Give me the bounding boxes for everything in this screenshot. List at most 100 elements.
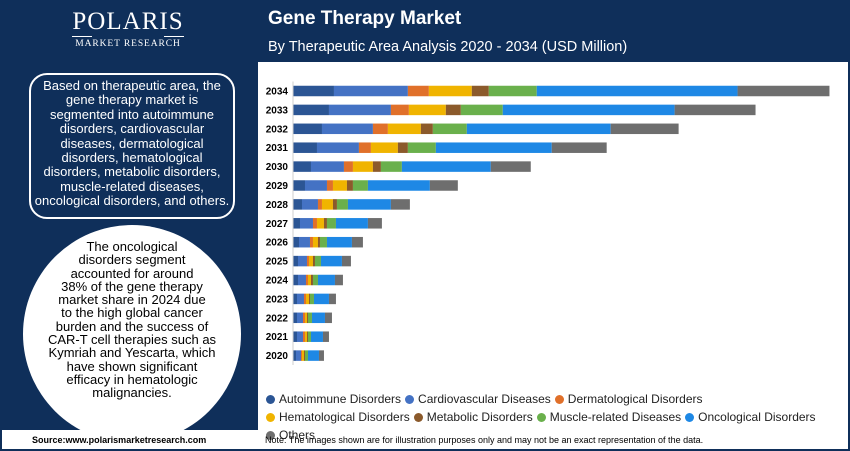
legend-swatch-autoimmune-disorders [266,395,275,404]
legend-swatch-others [266,431,275,440]
bar-segment-hematological-disorders-2030 [352,161,373,172]
legend-swatch-muscle-related-diseases [536,413,546,422]
bar-segment-hematological-disorders-2022 [304,312,307,324]
bar-segment-autoimmune-disorders-2027 [293,218,300,229]
bar-segment-hematological-disorders-2032 [387,123,421,135]
bar-segment-muscle-related-diseases-2031 [407,142,436,153]
bar-segment-metabolic-disorders-2025 [312,255,315,267]
legend-item-dermatological-disorders: Dermatological Disorders [554,391,703,408]
bar-segment-others-2020 [318,350,324,361]
legend-item-others: Others [266,427,315,444]
bar-segment-oncological-disorders-2030 [401,161,491,172]
disclaimer-note: Note: The images shown are for illustrat… [265,435,704,445]
bar-segment-others-2030 [490,161,531,172]
chart-subtitle: By Therapeutic Area Analysis 2020 - 2034… [268,39,628,55]
bar-segment-oncological-disorders-2031 [435,142,552,153]
bar-segment-others-2021 [322,331,329,342]
bar-segment-hematological-disorders-2026 [312,236,318,248]
legend-swatch-oncological-disorders [685,413,695,422]
legend-label-dermatological-disorders: Dermatological Disorders [567,392,703,406]
bar-segment-cardiovascular-diseases-2025 [297,255,307,267]
bar-segment-dermatological-disorders-2027 [312,218,317,229]
bar-segment-hematological-disorders-2031 [370,142,398,153]
legend-label-muscle-related-diseases: Muscle-related Diseases [549,410,682,424]
bar-segment-dermatological-disorders-2022 [302,312,305,324]
y-tick-label-2025: 2025 [266,257,289,268]
y-tick-label-2031: 2031 [266,143,289,154]
bar-segment-dermatological-disorders-2028 [317,199,322,210]
bar-segment-metabolic-disorders-2034 [471,85,489,97]
bar-segment-muscle-related-diseases-2033 [460,104,503,116]
bar-segment-dermatological-disorders-2034 [407,85,429,97]
bar-segment-others-2032 [610,123,679,135]
logo-rule-left [72,36,92,37]
legend-swatch-dermatological-disorders [554,395,564,404]
bar-segment-hematological-disorders-2033 [408,104,446,116]
bar-segment-muscle-related-diseases-2029 [352,180,368,191]
bar-segment-others-2031 [551,142,607,153]
bar-segment-cardiovascular-diseases-2030 [310,161,344,172]
bar-segment-autoimmune-disorders-2020 [293,350,296,361]
y-tick-label-2024: 2024 [266,276,289,287]
legend-item-cardiovascular-diseases: Cardiovascular Diseases [405,391,551,408]
logo-wordmark: POLARIS [72,8,184,35]
bar-segment-metabolic-disorders-2033 [445,104,461,116]
legend-item-muscle-related-diseases: Muscle-related Diseases [536,409,682,426]
bar-segment-hematological-disorders-2025 [308,255,313,267]
bar-segment-others-2025 [341,255,351,267]
bar-segment-others-2028 [390,199,410,210]
bar-segment-autoimmune-disorders-2026 [293,236,299,248]
y-tick-label-2022: 2022 [266,313,289,324]
y-tick-label-2021: 2021 [266,332,289,343]
bar-segment-metabolic-disorders-2031 [397,142,408,153]
bar-segment-cardiovascular-diseases-2032 [321,123,373,135]
y-tick-label-2030: 2030 [266,162,289,173]
y-tick-label-2034: 2034 [266,87,289,98]
bar-segment-metabolic-disorders-2030 [372,161,381,172]
bar-segment-muscle-related-diseases-2021 [307,331,311,342]
stacked-bar-chart: 2034 2033 2032 2031 2030 2029 2028 2027 2026 2025… [266,81,830,366]
bar-segment-muscle-related-diseases-2028 [336,199,348,210]
bar-segment-oncological-disorders-2027 [335,218,368,229]
bar-segment-cardiovascular-diseases-2021 [296,331,303,342]
legend-label-others: Others [279,428,316,442]
bar-segment-cardiovascular-diseases-2031 [316,142,359,153]
bar-segment-oncological-disorders-2024 [317,274,335,286]
bar-segment-cardiovascular-diseases-2022 [296,312,303,324]
bar-segment-metabolic-disorders-2032 [420,123,433,135]
bar-segment-others-2033 [674,104,756,116]
bar-segment-metabolic-disorders-2026 [317,236,320,248]
bar-segment-dermatological-disorders-2023 [303,293,306,305]
bar-segment-cardiovascular-diseases-2026 [298,236,310,248]
y-tick-label-2027: 2027 [266,219,289,230]
bar-segment-oncological-disorders-2029 [367,180,430,191]
bar-segment-muscle-related-diseases-2020 [304,350,308,361]
bar-segment-muscle-related-diseases-2023 [309,293,314,305]
bar-segment-dermatological-disorders-2025 [306,255,309,267]
legend-label-oncological-disorders: Oncological Disorders [698,410,816,424]
polaris-logo: POLARIS MARKET RESEARCH [68,8,188,54]
legend-swatch-metabolic-disorders [413,413,423,422]
bar-segment-others-2023 [328,293,336,305]
chart-title: Gene Therapy Market [268,8,462,29]
legend-label-metabolic-disorders: Metabolic Disorders [426,410,533,424]
bar-segment-metabolic-disorders-2021 [306,331,308,342]
bar-segment-autoimmune-disorders-2022 [293,312,297,324]
bar-segment-muscle-related-diseases-2027 [326,218,336,229]
bar-segment-dermatological-disorders-2030 [343,161,353,172]
y-tick-label-2032: 2032 [266,124,289,135]
legend-item-metabolic-disorders: Metabolic Disorders [413,409,533,426]
bar-segment-metabolic-disorders-2029 [346,180,353,191]
bar-segment-dermatological-disorders-2024 [305,274,308,286]
bar-segment-metabolic-disorders-2027 [323,218,327,229]
bar-segment-others-2034 [737,85,830,97]
bar-segment-autoimmune-disorders-2025 [293,255,298,267]
bar-segment-hematological-disorders-2021 [304,331,307,342]
bar-segment-hematological-disorders-2034 [428,85,472,97]
bar-segment-metabolic-disorders-2023 [308,293,310,305]
bar-segment-oncological-disorders-2032 [466,123,611,135]
bar-segment-dermatological-disorders-2032 [372,123,388,135]
y-tick-label-2026: 2026 [266,238,289,249]
summary-box: Based on therapeutic area, the gene ther… [29,73,235,219]
